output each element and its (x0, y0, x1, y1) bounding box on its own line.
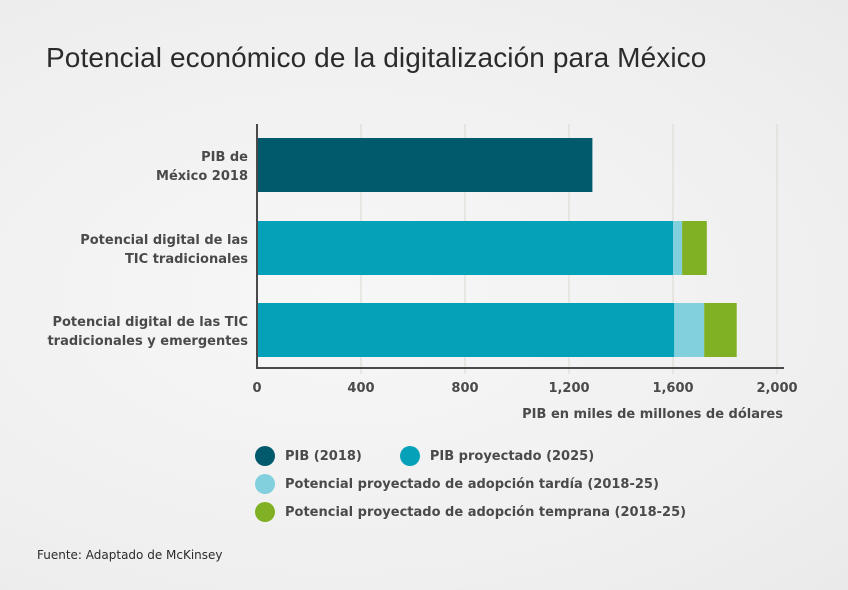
legend-label: PIB proyectado (2025) (429, 448, 595, 464)
x-axis-title: PIB en miles de millones de dólares (522, 407, 783, 422)
legend-row: Potencial proyectado de adopción tardía … (255, 470, 724, 498)
legend-label: PIB (2018) (285, 448, 362, 464)
category-label: Potencial digital de las TIC tradicionale… (80, 233, 248, 267)
x-tick-label: 2,000 (756, 381, 797, 396)
legend-item: Potencial proyectado de adopción tardía … (255, 474, 659, 494)
bar-segment (257, 221, 673, 275)
source-note: Fuente: Adaptado de McKinsey (37, 548, 223, 562)
bar-segment (682, 221, 707, 275)
category-label: PIB de México 2018 (156, 150, 248, 184)
x-tick-label: 0 (252, 381, 261, 396)
legend-swatch-icon (255, 502, 275, 522)
legend-row: Potencial proyectado de adopción tempran… (255, 498, 724, 526)
bar-segment (257, 138, 593, 192)
x-tick-label: 1,600 (652, 381, 693, 396)
category-label: Potencial digital de las TIC tradicionale… (47, 315, 248, 349)
legend-item: PIB proyectado (2025) (399, 446, 595, 466)
category-labels: PIB de México 2018 Potencial digital de la… (47, 150, 248, 349)
bar-segment (257, 303, 675, 357)
bar-segment (704, 303, 737, 357)
tick-labels: 0 400 800 1,200 1,600 2,000 (252, 381, 797, 396)
legend-item: Potencial proyectado de adopción tempran… (255, 502, 686, 522)
legend-row: PIB (2018) PIB proyectado (2025) (255, 442, 724, 470)
legend-swatch-icon (255, 474, 275, 494)
chart-title: Potencial económico de la digitalización… (46, 42, 707, 73)
axes (256, 124, 784, 369)
legend-item: PIB (2018) (255, 446, 362, 466)
bar-segment (674, 303, 705, 357)
bars (257, 138, 737, 357)
x-tick-label: 1,200 (548, 381, 589, 396)
legend-swatch-icon (399, 446, 420, 466)
x-tick-label: 400 (347, 381, 374, 396)
legend-label: Potencial proyectado de adopción tardía … (285, 476, 659, 492)
bar-segment (673, 221, 683, 275)
legend-swatch-icon (255, 446, 275, 466)
legend: PIB (2018) PIB proyectado (2025) Potencial… (255, 442, 724, 526)
x-tick-label: 800 (451, 381, 478, 396)
legend-label: Potencial proyectado de adopción tempran… (285, 504, 687, 520)
